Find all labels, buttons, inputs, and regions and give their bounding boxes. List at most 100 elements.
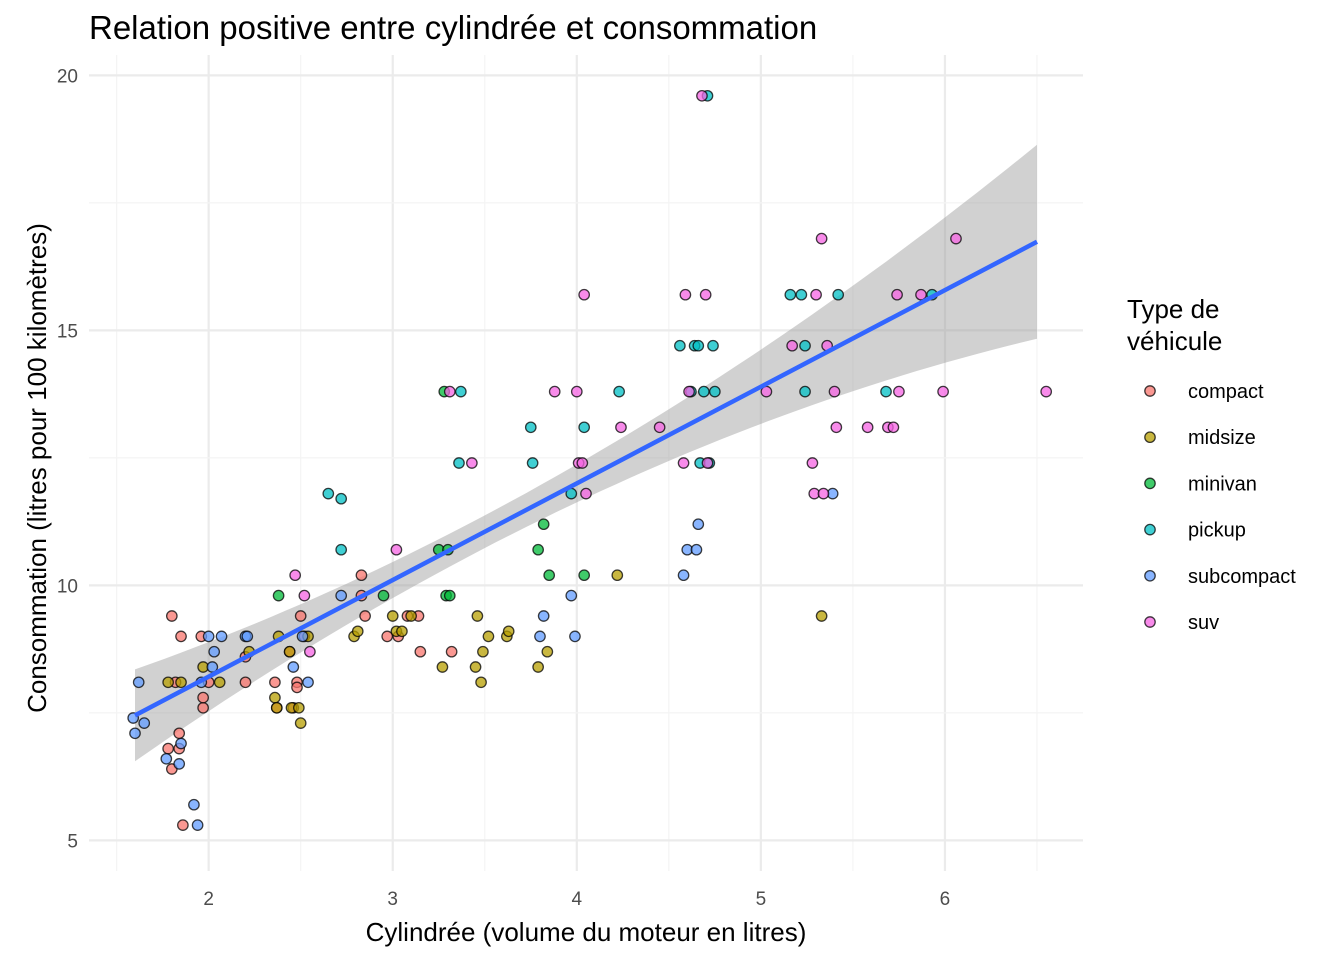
data-point-pickup — [454, 385, 467, 398]
data-point-subcompact — [241, 630, 254, 643]
legend-title-line-1: Type de — [1127, 294, 1220, 324]
legend-label-subcompact: subcompact — [1188, 566, 1296, 588]
data-point-midsize — [283, 645, 296, 658]
data-point-minivan — [543, 569, 556, 582]
legend-key-minivan — [1144, 477, 1156, 490]
data-point-suv — [304, 645, 316, 658]
data-point-subcompact — [160, 752, 173, 765]
data-point-midsize — [532, 661, 544, 673]
y-tick-label: 15 — [57, 321, 78, 342]
data-point-suv — [390, 543, 403, 556]
data-point-midsize — [469, 661, 482, 673]
legend-label-midsize: midsize — [1188, 427, 1256, 449]
data-point-suv — [701, 457, 714, 469]
data-point-minivan — [532, 543, 544, 556]
data-point-suv — [298, 589, 311, 602]
data-point-suv — [576, 457, 589, 469]
data-point-pickup — [832, 288, 845, 301]
data-point-minivan — [537, 518, 550, 531]
data-point-midsize — [541, 645, 554, 658]
data-point-pickup — [322, 487, 335, 500]
data-point-compact — [359, 610, 371, 622]
data-point-suv — [683, 385, 695, 398]
data-point-subcompact — [287, 661, 300, 673]
legend: Type de véhicule compact midsize minivan pi… — [1127, 294, 1296, 634]
data-point-subcompact — [565, 589, 578, 602]
data-point-subcompact — [677, 569, 690, 582]
data-point-subcompact — [132, 676, 145, 689]
chart-title: Relation positive entre cylindrée et con… — [89, 9, 817, 46]
data-point-compact — [239, 676, 252, 689]
data-point-midsize — [475, 676, 487, 689]
legend-label-pickup: pickup — [1188, 520, 1246, 542]
data-point-suv — [289, 569, 302, 582]
data-point-suv — [653, 421, 666, 434]
data-point-pickup — [799, 339, 811, 352]
data-point-compact — [355, 569, 368, 582]
data-point-pickup — [613, 385, 625, 398]
data-point-midsize — [270, 701, 283, 714]
legend-key-suv — [1144, 616, 1156, 628]
data-point-pickup — [335, 492, 348, 505]
data-point-midsize — [477, 645, 489, 658]
data-point-subcompact — [129, 727, 141, 740]
y-tick-label: 10 — [57, 576, 78, 597]
data-point-subcompact — [208, 645, 221, 658]
data-point-suv — [817, 487, 830, 500]
data-point-midsize — [471, 610, 484, 622]
data-point-suv — [760, 385, 773, 398]
data-point-suv — [548, 385, 561, 398]
confidence-band — [135, 144, 1037, 762]
data-point-suv — [828, 385, 841, 398]
data-point-midsize — [396, 625, 408, 638]
data-point-midsize — [162, 676, 175, 689]
data-point-subcompact — [296, 630, 309, 643]
data-point-midsize — [611, 569, 624, 582]
data-point-compact — [197, 691, 209, 704]
data-point-compact — [445, 645, 458, 658]
data-point-compact — [175, 630, 187, 643]
data-point-pickup — [697, 385, 710, 398]
data-point-midsize — [292, 701, 305, 714]
data-point-subcompact — [188, 798, 200, 811]
data-point-subcompact — [302, 676, 314, 689]
data-point-pickup — [880, 385, 892, 398]
legend-title-line-2: véhicule — [1127, 326, 1222, 356]
legend-key-subcompact — [1144, 569, 1156, 582]
y-tick-label: 20 — [57, 66, 78, 87]
data-point-compact — [294, 610, 307, 622]
data-point-minivan — [377, 589, 390, 602]
data-point-pickup — [524, 421, 537, 434]
x-tick-label: 4 — [572, 889, 583, 910]
data-point-midsize — [502, 625, 515, 638]
data-point-pickup — [784, 288, 797, 301]
data-point-midsize — [386, 610, 399, 622]
legend-label-suv: suv — [1188, 612, 1219, 634]
data-point-minivan — [578, 569, 591, 582]
data-point-subcompact — [206, 661, 219, 673]
data-point-pickup — [799, 385, 811, 398]
data-point-suv — [815, 232, 828, 245]
data-point-suv — [937, 385, 949, 398]
x-tick-label: 6 — [940, 889, 951, 910]
data-point-pickup — [674, 339, 686, 352]
data-point-compact — [269, 676, 281, 689]
data-point-compact — [165, 610, 178, 622]
data-point-pickup — [707, 339, 719, 352]
data-point-midsize — [213, 676, 226, 689]
data-point-minivan — [272, 589, 285, 602]
data-point-minivan — [443, 589, 456, 602]
trend-line-layer — [133, 239, 1039, 718]
data-point-suv — [677, 457, 690, 469]
data-point-subcompact — [191, 819, 204, 831]
data-point-suv — [891, 288, 903, 301]
data-point-compact — [197, 701, 209, 714]
legend-label-minivan: minivan — [1188, 473, 1257, 495]
y-axis-title: Consommation (litres pour 100 kilomètres… — [22, 223, 52, 713]
legend-key-compact — [1144, 385, 1156, 397]
data-point-suv — [810, 288, 822, 301]
data-point-pickup — [692, 339, 705, 352]
data-point-suv — [699, 288, 712, 301]
data-point-pickup — [795, 288, 808, 301]
data-point-suv — [861, 421, 874, 434]
